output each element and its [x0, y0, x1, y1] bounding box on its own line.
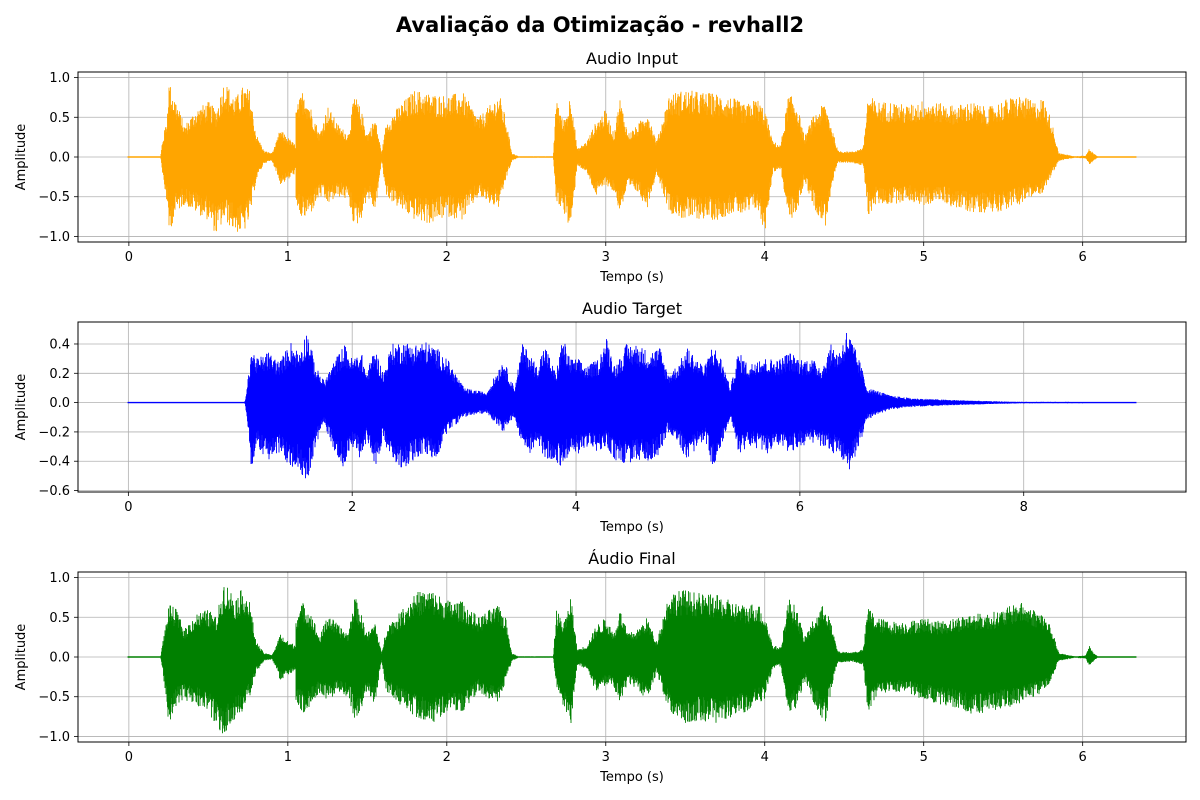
x-tick-label: 6	[796, 500, 804, 515]
y-tick-label: −0.6	[38, 484, 70, 499]
y-tick-label: −0.2	[38, 425, 70, 440]
x-tick-label: 0	[125, 250, 133, 265]
y-tick-label: 1.0	[49, 571, 70, 586]
y-tick-label: −1.0	[38, 730, 70, 745]
axes-frame	[77, 321, 1187, 493]
panel-title: Áudio Final	[588, 549, 675, 568]
x-tick-label: 6	[1079, 750, 1087, 765]
x-tick-label: 5	[920, 250, 928, 265]
x-tick-label: 8	[1020, 500, 1028, 515]
panel-title: Audio Target	[582, 299, 682, 318]
waveform-series	[127, 587, 1137, 734]
x-tick-label: 3	[602, 250, 610, 265]
y-axis-label: Amplitude	[14, 124, 29, 191]
waveform-series	[127, 87, 1137, 232]
x-tick-label: 0	[125, 750, 133, 765]
x-tick-label: 4	[761, 250, 769, 265]
y-tick-label: 0.0	[49, 396, 70, 411]
y-tick-label: 0.0	[49, 151, 70, 166]
x-tick-label: 1	[284, 750, 292, 765]
x-tick-label: 3	[602, 750, 610, 765]
y-tick-label: 0.2	[49, 367, 70, 382]
x-tick-label: 4	[572, 500, 580, 515]
y-tick-label: 0.0	[49, 651, 70, 666]
y-tick-label: −0.5	[38, 190, 70, 205]
y-tick-label: 0.5	[49, 111, 70, 126]
y-tick-label: −0.5	[38, 690, 70, 705]
panel-3: Áudio Final 0 1 2 3 4 5 6 −1.0 −0.5 0.0 0.5 1.0 Tempo…	[14, 549, 1187, 785]
y-axis-label: Amplitude	[14, 374, 29, 441]
x-tick-label: 4	[761, 750, 769, 765]
panels: Audio Input 0 1 2 3 4 5 6 −1.0 −0.5 0.0 0.5 1.0 Tempo…	[14, 49, 1187, 785]
x-tick-label: 2	[348, 500, 356, 515]
figure-title: Avaliação da Otimização - revhall2	[396, 13, 804, 37]
x-tick-label: 5	[920, 750, 928, 765]
panel-1: Audio Input 0 1 2 3 4 5 6 −1.0 −0.5 0.0 0.5 1.0 Tempo…	[14, 49, 1187, 285]
y-tick-label: −1.0	[38, 230, 70, 245]
y-axis-label: Amplitude	[14, 624, 29, 691]
y-tick-label: −0.4	[38, 455, 70, 470]
y-tick-label: 0.5	[49, 611, 70, 626]
y-tick-label: 1.0	[49, 71, 70, 86]
x-axis-label: Tempo (s)	[599, 770, 664, 785]
x-tick-label: 2	[443, 750, 451, 765]
panel-2: Audio Target 0 2 4 6 8 −0.6 −0.4 −0.2 0.0 0.2 0.4 Te…	[14, 299, 1187, 535]
x-axis-label: Tempo (s)	[599, 520, 664, 535]
panel-title: Audio Input	[586, 49, 678, 68]
x-tick-label: 2	[443, 250, 451, 265]
x-tick-label: 6	[1079, 250, 1087, 265]
x-tick-label: 0	[124, 500, 132, 515]
waveform-series	[127, 333, 1137, 479]
y-tick-label: 0.4	[49, 337, 70, 352]
x-axis-label: Tempo (s)	[599, 270, 664, 285]
x-tick-label: 1	[284, 250, 292, 265]
